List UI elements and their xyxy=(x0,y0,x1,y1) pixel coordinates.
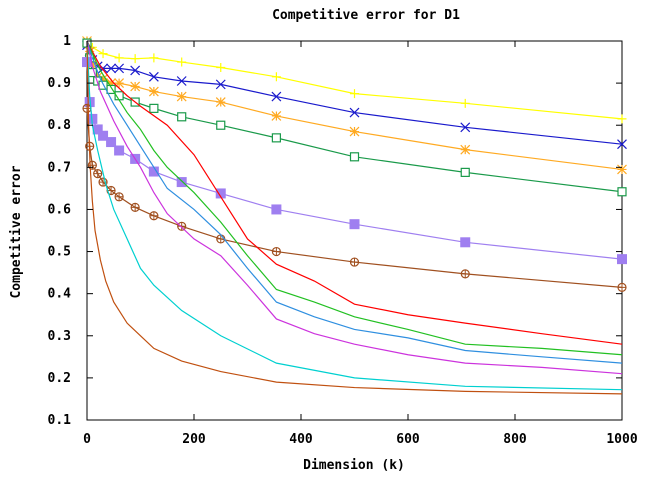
x-tick-label: 800 xyxy=(503,432,527,447)
y-tick-label: 0.2 xyxy=(48,371,71,386)
x-tick-label: 0 xyxy=(83,432,91,447)
series-point xyxy=(106,63,116,74)
series-point xyxy=(350,258,359,267)
y-tick-label: 0.4 xyxy=(48,287,72,302)
series-point xyxy=(130,65,141,76)
x-tick-label: 600 xyxy=(396,432,420,447)
series-point xyxy=(107,186,116,195)
series-line xyxy=(86,40,623,375)
y-tick-label: 0.8 xyxy=(48,118,72,133)
series-7 xyxy=(86,40,623,356)
series-point xyxy=(98,130,109,141)
series-point xyxy=(271,72,281,82)
series-point xyxy=(349,126,360,137)
series-point xyxy=(177,222,186,231)
series-point xyxy=(617,254,627,265)
series-line xyxy=(86,42,623,193)
chart-title: Competitive error for D1 xyxy=(272,8,460,23)
series-point xyxy=(271,111,282,121)
series-point xyxy=(106,137,117,148)
y-tick-label: 1 xyxy=(63,34,71,49)
series-10 xyxy=(86,40,623,391)
series-point xyxy=(461,269,470,278)
series-line xyxy=(86,40,623,364)
series-6 xyxy=(86,40,623,345)
series-point xyxy=(272,247,281,256)
series-point xyxy=(115,192,124,201)
y-tick-label: 0.9 xyxy=(48,76,71,91)
series-point xyxy=(216,63,226,73)
series-point xyxy=(149,103,159,113)
series-3 xyxy=(82,38,627,197)
series-point xyxy=(130,54,140,64)
series-point xyxy=(215,188,226,199)
plot-frame xyxy=(86,40,623,421)
series-point xyxy=(460,144,471,155)
series-point xyxy=(271,91,282,102)
x-axis-label: Dimension (k) xyxy=(303,458,405,473)
y-tick-label: 0.5 xyxy=(48,245,71,260)
x-tick-label: 400 xyxy=(289,432,313,447)
series-line xyxy=(86,40,623,120)
series-point xyxy=(148,71,159,82)
series-point xyxy=(271,133,281,143)
series-point xyxy=(106,78,116,89)
series-point xyxy=(349,152,360,162)
series-point xyxy=(130,81,141,92)
series-point xyxy=(93,169,102,178)
series-point xyxy=(176,76,187,86)
series-point xyxy=(114,63,125,74)
series-point xyxy=(176,91,187,102)
series-8 xyxy=(86,40,623,364)
series-line xyxy=(86,40,623,391)
y-axis-label: Competitive error xyxy=(9,165,24,298)
y-tick-label: 0.6 xyxy=(48,202,72,217)
series-point xyxy=(98,49,108,59)
series-point xyxy=(149,53,159,63)
series-point xyxy=(216,120,226,130)
y-tick-label: 0.1 xyxy=(48,413,72,428)
series-point xyxy=(460,237,471,248)
series-point xyxy=(350,89,359,99)
series-point xyxy=(617,187,627,197)
x-tick-label: 1000 xyxy=(606,432,637,447)
series-point xyxy=(349,107,360,118)
series-11 xyxy=(86,40,623,395)
series-9 xyxy=(86,40,623,375)
series-line xyxy=(86,40,623,356)
y-tick-label: 0.7 xyxy=(48,160,71,175)
y-tick-label: 0.3 xyxy=(48,329,71,344)
series-point xyxy=(460,167,470,177)
series-point xyxy=(349,219,360,230)
series-point xyxy=(460,98,470,108)
series-point xyxy=(114,53,124,63)
series-line xyxy=(86,40,623,395)
series-point xyxy=(215,79,226,90)
series-point xyxy=(215,97,226,107)
series-point xyxy=(149,211,158,220)
series-point xyxy=(114,145,125,156)
series-5 xyxy=(82,103,627,292)
series-0 xyxy=(82,36,627,124)
series-point xyxy=(106,84,116,95)
series-point xyxy=(83,104,91,113)
series-point xyxy=(176,177,187,188)
series-point xyxy=(271,204,282,215)
series-point xyxy=(177,57,187,67)
series-point xyxy=(177,112,187,122)
series-point xyxy=(98,73,108,84)
series-point xyxy=(617,164,627,175)
series-point xyxy=(618,283,626,292)
x-tick-label: 200 xyxy=(182,432,206,447)
series-point xyxy=(617,114,627,124)
series-point xyxy=(617,139,627,150)
series-point xyxy=(460,122,471,133)
series-point xyxy=(114,78,125,89)
series-point xyxy=(131,203,140,212)
series-line xyxy=(86,40,623,345)
series-point xyxy=(148,86,159,97)
